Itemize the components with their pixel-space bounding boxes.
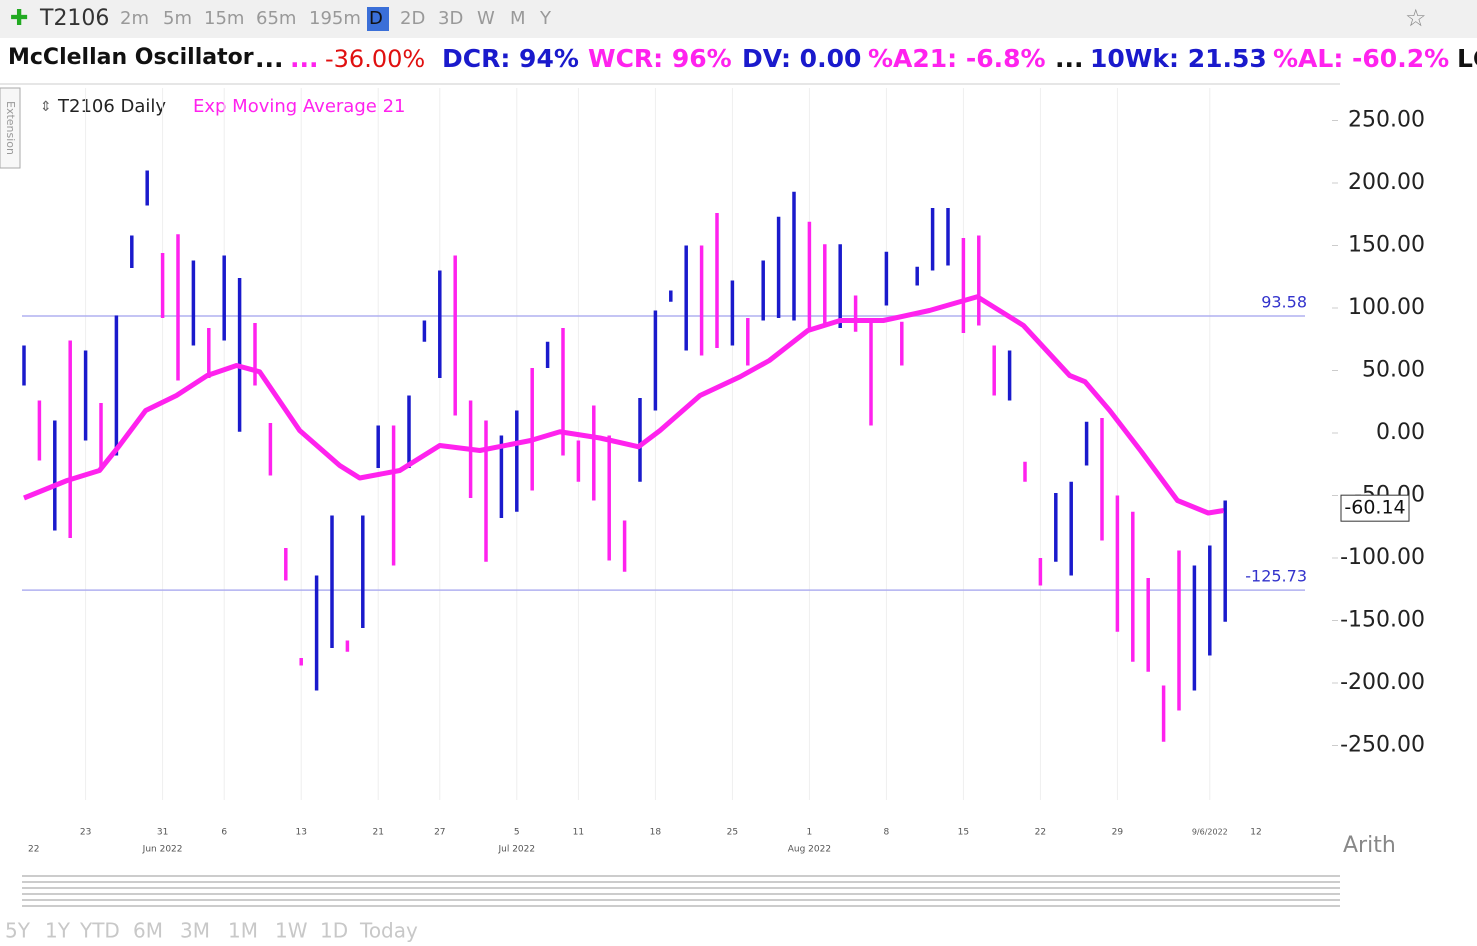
y-tick-label: -200.00 [1340, 670, 1425, 695]
quote-item: -36.00% [325, 45, 425, 73]
interval[interactable]: Y [539, 8, 552, 29]
range-button[interactable]: Today [359, 919, 418, 943]
quote-item: DV: 0.00 [742, 44, 861, 73]
interval[interactable]: 195m [309, 8, 361, 29]
quote-item: LC [1457, 44, 1477, 73]
quote-name: McClellan Oscillator [8, 45, 254, 70]
x-tick-label: 25 [727, 828, 738, 838]
y-tick-label: -150.00 [1340, 608, 1425, 633]
symbol[interactable]: T2106 [39, 6, 109, 31]
quote-item: ... [1055, 44, 1084, 73]
scale-mode[interactable]: Arith [1343, 833, 1396, 858]
quote-item: %A21: -6.8% [868, 44, 1046, 73]
last-value-label: -60.14 [1344, 497, 1405, 519]
y-tick-label: 50.00 [1362, 358, 1425, 383]
y-tick-label: 0.00 [1376, 420, 1425, 445]
quote-item: ... [255, 44, 284, 73]
interval[interactable]: 3D [438, 8, 463, 29]
interval[interactable]: 2D [400, 8, 425, 29]
side-tab[interactable] [0, 87, 21, 169]
side-tab-label[interactable]: Extension [4, 101, 17, 155]
quote-item: ... [290, 44, 319, 73]
x-tick-label: 11 [573, 828, 584, 838]
month-label: Aug 2022 [788, 845, 831, 855]
reference-label: -125.73 [1245, 567, 1307, 586]
x-tick-label: 27 [434, 828, 445, 838]
quote-item: 10Wk: 21.53 [1090, 44, 1267, 73]
star-icon[interactable]: ☆ [1405, 4, 1427, 32]
chart-title[interactable]: T2106 Daily [57, 96, 166, 117]
footer-lines [22, 875, 1340, 907]
interval[interactable]: 5m [163, 8, 192, 29]
y-tick-label: 100.00 [1348, 295, 1425, 320]
x-tick-label: 1 [807, 828, 813, 838]
range-button[interactable]: 6M [133, 919, 163, 943]
range-button[interactable]: 1Y [45, 919, 71, 943]
last-value-box [1340, 494, 1410, 522]
quote-item: WCR: 96% [588, 44, 732, 73]
handle[interactable]: ⇕ [40, 99, 52, 115]
quote-item: DCR: 94% [442, 44, 579, 73]
x-tick-label: 31 [157, 828, 168, 838]
x-tick-label: 15 [958, 828, 969, 838]
interval[interactable]: 15m [204, 8, 244, 29]
range-button[interactable]: 1M [228, 919, 258, 943]
x-tick-label: 9/6/2022 [1192, 828, 1228, 837]
y-tick-label: -250.00 [1340, 733, 1425, 758]
x-tick-label: 5 [514, 828, 520, 838]
month-label: Jun 2022 [142, 845, 183, 855]
x-tick-label: 29 [1112, 828, 1124, 838]
quote-item: %AL: -60.2% [1273, 44, 1449, 73]
range-button[interactable]: 3M [180, 919, 210, 943]
range-button[interactable]: 1D [320, 919, 348, 943]
y-tick-label: -100.00 [1340, 545, 1425, 570]
toolbar [0, 0, 1477, 38]
x-tick-label: 21 [372, 828, 383, 838]
x-tick-label: 12 [1250, 828, 1261, 838]
ema-line [23, 294, 1225, 516]
x-tick-label: 13 [295, 828, 306, 838]
y-tick-label: 150.00 [1348, 233, 1425, 258]
reference-label: 93.58 [1261, 293, 1307, 312]
x-tick-label: 8 [884, 828, 890, 838]
interval[interactable]: W [477, 8, 495, 29]
month-label: 22 [28, 845, 39, 855]
range-button[interactable]: 1W [275, 919, 308, 943]
interval-selected [367, 7, 389, 31]
quote-bar [0, 38, 1477, 84]
interval[interactable]: M [510, 8, 526, 29]
indicator-name[interactable]: Exp Moving Average 21 [193, 96, 405, 117]
month-label: Jul 2022 [497, 845, 535, 855]
interval[interactable]: 65m [256, 8, 296, 29]
x-tick-label: 6 [221, 828, 227, 838]
range-button[interactable]: 5Y [5, 919, 31, 943]
range-button[interactable]: YTD [79, 919, 120, 943]
x-tick-label: 18 [650, 828, 662, 838]
interval[interactable]: 2m [120, 8, 149, 29]
y-tick-label: 200.00 [1348, 170, 1425, 195]
interval[interactable]: D [369, 8, 383, 29]
y-tick-label: 250.00 [1348, 108, 1425, 133]
add-icon[interactable]: ✚ [10, 6, 28, 31]
x-tick-label: 23 [80, 828, 91, 838]
x-tick-label: 22 [1035, 828, 1046, 838]
